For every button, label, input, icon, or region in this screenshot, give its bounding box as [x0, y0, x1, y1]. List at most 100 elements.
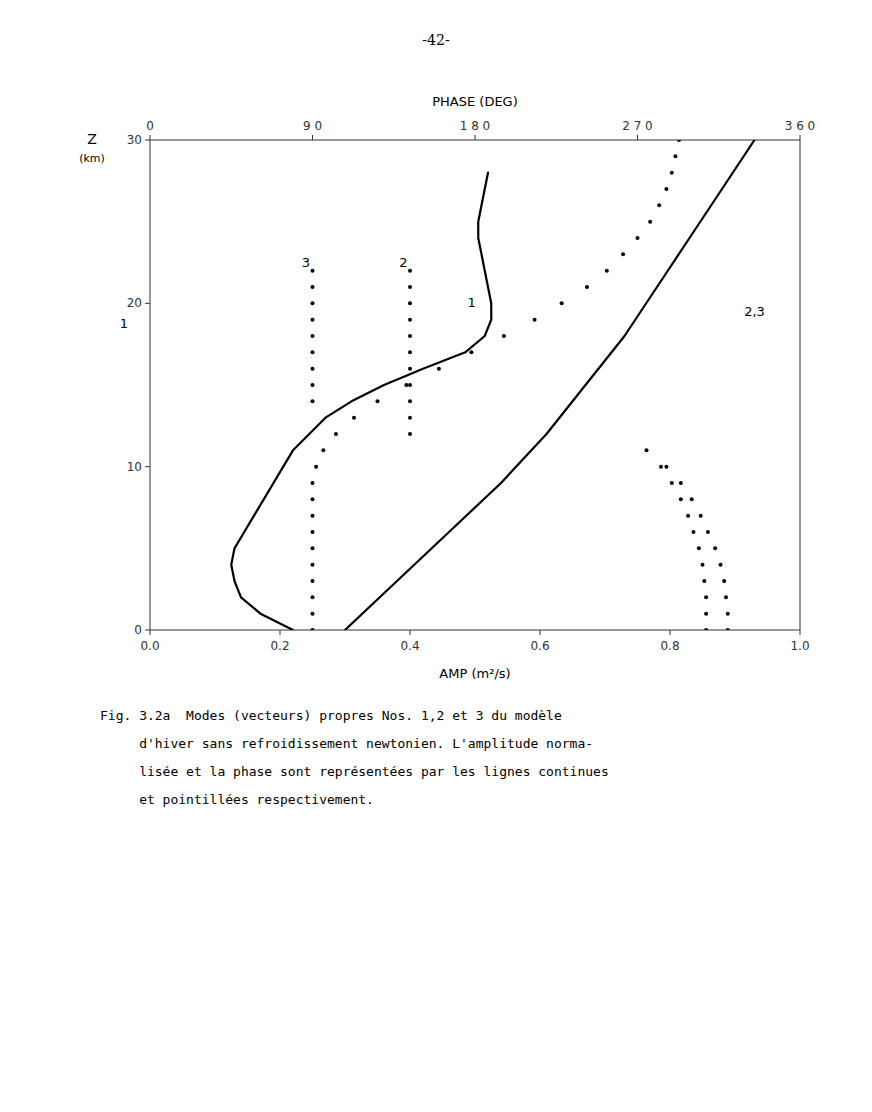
phase-point	[437, 367, 441, 371]
phase-point	[690, 497, 694, 501]
y-axis-label-line: Z	[87, 131, 97, 147]
phase-point	[719, 563, 723, 567]
x-tick-label: 1.0	[790, 639, 809, 653]
phase-point	[408, 285, 412, 289]
x-tick	[280, 630, 281, 635]
phase-point	[311, 334, 315, 338]
phase-point	[404, 383, 408, 387]
x-tick-label: 0.4	[400, 639, 419, 653]
x2-tick	[312, 135, 313, 140]
x-tick	[410, 630, 411, 635]
phase-point	[701, 563, 705, 567]
phase-point	[673, 154, 677, 158]
x2-tick	[637, 135, 638, 140]
plot-marks	[231, 140, 754, 630]
curve-label: 3	[302, 255, 310, 270]
x2-tick-label: 9 0	[303, 119, 322, 133]
phase-point	[408, 399, 412, 403]
y-tick	[145, 466, 150, 467]
y-tick	[145, 630, 150, 631]
phase-point	[469, 350, 473, 354]
phase-point	[311, 579, 315, 583]
phase-point	[713, 546, 717, 550]
phase-point	[722, 579, 726, 583]
x2-tick-label: 3 6 0	[785, 119, 816, 133]
phase-point	[311, 318, 315, 322]
phase-point	[311, 301, 315, 305]
phase-point	[311, 628, 315, 630]
phase-point	[659, 465, 663, 469]
amplitude-line	[231, 173, 491, 630]
phase-point	[670, 171, 674, 175]
phase-point	[311, 383, 315, 387]
phase-point	[706, 530, 710, 534]
y-tick	[145, 140, 150, 141]
phase-point	[636, 236, 640, 240]
phase-point	[311, 530, 315, 534]
phase-point	[408, 350, 412, 354]
phase-point	[408, 301, 412, 305]
phase-point	[691, 530, 695, 534]
phase-point	[311, 546, 315, 550]
x-tick	[670, 630, 671, 635]
x-tick	[800, 630, 801, 635]
phase-point	[321, 448, 325, 452]
phase-point	[702, 579, 706, 583]
amplitude-line	[345, 140, 755, 630]
phase-point	[334, 432, 338, 436]
plot-frame	[150, 140, 800, 630]
phase-point	[533, 318, 537, 322]
phase-point	[585, 285, 589, 289]
x2-axis-label: PHASE (DEG)	[432, 94, 518, 109]
phase-point	[724, 595, 728, 599]
phase-point	[645, 448, 649, 452]
phase-point	[686, 514, 690, 518]
phase-point	[311, 481, 315, 485]
phase-point	[657, 203, 661, 207]
curve-label: 2,3	[744, 304, 765, 319]
phase-point	[704, 612, 708, 616]
y-tick	[145, 303, 150, 304]
phase-point	[664, 187, 668, 191]
curve-label: 1	[120, 316, 128, 331]
page-title: -42-	[422, 32, 450, 48]
y-tick-label: 10	[127, 460, 142, 474]
x2-tick	[800, 135, 801, 140]
phase-point	[679, 481, 683, 485]
x2-tick-label: 0	[146, 119, 154, 133]
x-tick-label: 0.2	[270, 639, 289, 653]
x-tick-label: 0.6	[530, 639, 549, 653]
phase-point	[560, 301, 564, 305]
phase-point	[311, 612, 315, 616]
phase-point	[311, 350, 315, 354]
phase-point	[352, 416, 356, 420]
phase-point	[648, 220, 652, 224]
chart: -42-01020300.00.20.40.60.81.009 01 8 02 …	[0, 0, 872, 1112]
phase-point	[408, 383, 412, 387]
x2-tick	[475, 135, 476, 140]
phase-point	[679, 497, 683, 501]
caption-line: d'hiver sans refroidissement newtonien. …	[100, 736, 593, 751]
y-axis-label-line: (km)	[79, 152, 105, 165]
y-axis-label: Z (km)	[79, 131, 105, 165]
curve-label: 2	[399, 255, 407, 270]
x-tick	[540, 630, 541, 635]
phase-point	[699, 514, 703, 518]
x-tick-label: 0.0	[140, 639, 159, 653]
y-tick-label: 0	[134, 623, 142, 637]
phase-point	[311, 285, 315, 289]
x2-tick-label: 2 7 0	[622, 119, 653, 133]
phase-point	[311, 269, 315, 273]
phase-point	[408, 334, 412, 338]
phase-point	[376, 399, 380, 403]
phase-point	[408, 432, 412, 436]
caption-line: et pointillées respectivement.	[100, 792, 374, 807]
phase-point	[502, 334, 506, 338]
y-tick-label: 30	[127, 133, 142, 147]
phase-point	[704, 628, 708, 630]
phase-point	[677, 140, 681, 142]
phase-point	[664, 465, 668, 469]
caption-line: lisée et la phase sont représentées par …	[100, 764, 609, 779]
phase-point	[311, 563, 315, 567]
phase-point	[605, 269, 609, 273]
